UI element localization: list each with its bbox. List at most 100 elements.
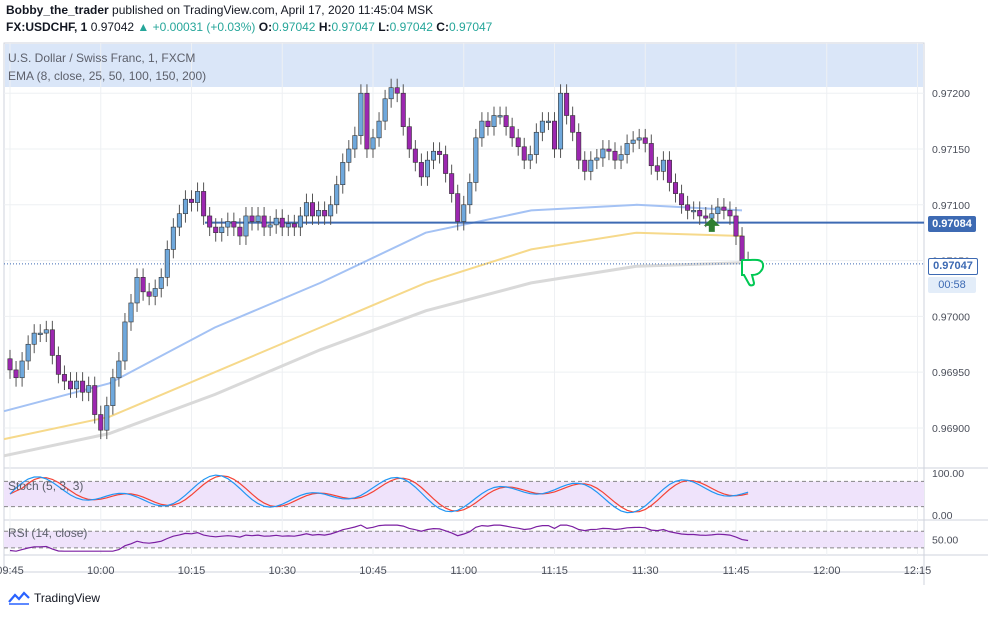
candle — [358, 84, 364, 145]
candle — [558, 84, 564, 158]
candle — [104, 396, 110, 440]
candle-body — [545, 120, 551, 123]
candle — [152, 279, 158, 306]
candle — [303, 193, 309, 225]
candle — [189, 190, 195, 212]
candle-body — [733, 215, 739, 237]
close-label: C: — [436, 20, 449, 34]
candle — [55, 346, 61, 384]
publish-info: published on TradingView.com, April 17, … — [112, 3, 434, 17]
candle-body — [31, 332, 37, 345]
candle-body — [424, 159, 430, 178]
candle — [231, 212, 237, 237]
candle — [86, 376, 92, 402]
candle — [25, 335, 31, 370]
candle-body — [104, 405, 110, 431]
candle-body — [74, 380, 80, 390]
stoch-legend[interactable]: Stoch (5, 3, 3) — [8, 479, 84, 493]
candle — [43, 320, 49, 343]
candle — [551, 112, 557, 158]
candle-body — [176, 213, 182, 228]
candle — [37, 324, 43, 343]
candle — [243, 207, 249, 245]
candle — [261, 207, 267, 237]
candle — [443, 145, 449, 183]
candle — [334, 175, 340, 214]
candle — [412, 140, 418, 172]
candle-body — [388, 87, 394, 100]
symbol-label[interactable]: FX:USDCHF, 1 — [6, 20, 88, 34]
candle — [61, 365, 67, 391]
candle-body — [382, 98, 388, 122]
candle — [225, 212, 231, 237]
candle-body — [691, 210, 697, 213]
candle-body — [86, 385, 92, 393]
candle-body — [261, 215, 267, 228]
candle-body — [322, 210, 328, 217]
candle — [485, 112, 491, 136]
candle-body — [92, 385, 98, 415]
candle-body — [503, 115, 509, 127]
chart-header: Bobby_the_trader published on TradingVie… — [6, 2, 976, 36]
candle-body — [624, 143, 630, 155]
candle-body — [207, 215, 213, 228]
candle-body — [521, 146, 527, 161]
candle — [400, 84, 406, 136]
open-label: O: — [258, 20, 273, 34]
high-label: H: — [318, 20, 332, 34]
candle — [600, 140, 606, 167]
buy-arrow-icon — [703, 217, 720, 232]
ema-200-line — [3, 261, 743, 458]
tradingview-logo[interactable]: TradingView — [8, 591, 100, 605]
author-name[interactable]: Bobby_the_trader — [6, 3, 109, 17]
candle — [322, 201, 328, 225]
candle-body — [412, 148, 418, 163]
candle-body — [37, 332, 43, 335]
resistance-price-label[interactable]: 0.97084 — [928, 216, 976, 232]
candle-body — [600, 148, 606, 159]
candle-body — [558, 92, 564, 150]
candle — [497, 106, 503, 125]
candle — [479, 112, 485, 147]
candle-body — [140, 277, 146, 293]
rsi-legend[interactable]: RSI (14, close) — [8, 526, 88, 540]
candle — [140, 268, 146, 301]
candle — [455, 184, 461, 231]
main-legend-title[interactable]: U.S. Dollar / Swiss Franc, 1, FXCM — [8, 51, 196, 65]
candle-body — [527, 154, 533, 161]
candle — [376, 112, 382, 147]
candle-body — [672, 182, 678, 194]
candle-body — [394, 87, 400, 94]
candle — [564, 84, 570, 125]
candle-body — [491, 115, 497, 127]
candle-body — [128, 302, 134, 323]
candle-body — [68, 380, 74, 390]
y-tick-label: 0.97000 — [932, 311, 970, 323]
candle-body — [146, 291, 152, 297]
candle-body — [285, 223, 291, 228]
ema-50-line — [3, 203, 743, 413]
high-value: 0.97047 — [331, 20, 375, 34]
candle-body — [19, 360, 25, 379]
candle-body — [291, 223, 297, 228]
candle — [279, 209, 285, 237]
ema-legend[interactable]: EMA (8, close, 25, 50, 100, 150, 200) — [8, 69, 207, 83]
candle-body — [449, 173, 455, 194]
y-tick-label: 0.97200 — [932, 88, 970, 100]
candle-body — [273, 217, 279, 226]
rsi-tick-label: 50.00 — [932, 535, 958, 547]
candle-body — [243, 215, 249, 237]
candle — [207, 207, 213, 237]
candle — [176, 204, 182, 237]
candle — [201, 182, 207, 225]
candle-body — [316, 210, 322, 217]
candle — [509, 117, 515, 147]
candle-body — [152, 288, 158, 297]
candle-body — [618, 154, 624, 161]
candle-body — [406, 126, 412, 150]
candle — [158, 268, 164, 298]
candle-body — [721, 206, 727, 211]
candle-body — [201, 191, 207, 217]
x-tick-label: 10:30 — [268, 565, 296, 577]
